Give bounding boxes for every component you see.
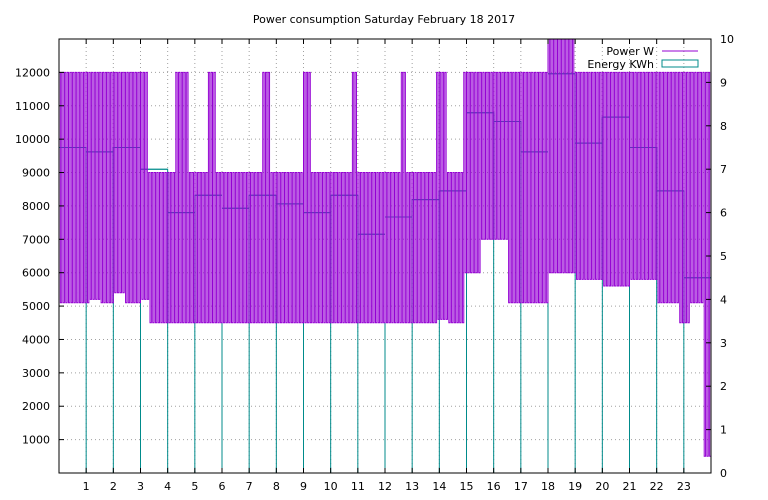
y-left-tick-label: 9000 (22, 167, 50, 180)
power-series (58, 38, 711, 457)
x-tick-label: 15 (460, 480, 474, 493)
x-tick-label: 9 (300, 480, 307, 493)
y-left-tick-label: 11000 (15, 100, 50, 113)
x-tick-label: 8 (273, 480, 280, 493)
power-step-line (58, 38, 711, 457)
x-tick-label: 21 (623, 480, 637, 493)
legend-label-energy: Energy KWh (587, 58, 654, 71)
x-tick-label: 17 (514, 480, 528, 493)
y-left-tick-label: 8000 (22, 200, 50, 213)
y-right-tick-label: 10 (720, 33, 734, 46)
x-tick-label: 11 (351, 480, 365, 493)
y-right-tick-label: 8 (720, 120, 727, 133)
y-left-tick-label: 2000 (22, 400, 50, 413)
y-right-tick-label: 7 (720, 163, 727, 176)
x-tick-label: 22 (650, 480, 664, 493)
y-right-tick-label: 0 (720, 467, 727, 480)
legend: Power W Energy KWh (587, 45, 699, 71)
legend-swatch-energy (661, 59, 699, 68)
legend-label-power: Power W (606, 45, 654, 58)
x-tick-label: 5 (191, 480, 198, 493)
chart-title: Power consumption Saturday February 18 2… (253, 13, 515, 26)
y-left-tick-label: 5000 (22, 300, 50, 313)
x-tick-label: 6 (219, 480, 226, 493)
y-right-tick-label: 2 (720, 380, 727, 393)
y-left-tick-label: 12000 (15, 66, 50, 79)
x-tick-label: 12 (378, 480, 392, 493)
x-tick-label: 3 (137, 480, 144, 493)
y-right-tick-label: 9 (720, 76, 727, 89)
x-tick-label: 16 (487, 480, 501, 493)
y-left-tick-label: 10000 (15, 133, 50, 146)
y-left-tick-label: 7000 (22, 233, 50, 246)
x-tick-label: 7 (246, 480, 253, 493)
x-tick-label: 19 (568, 480, 582, 493)
x-tick-label: 10 (324, 480, 338, 493)
y-right-tick-label: 6 (720, 207, 727, 220)
x-tick-label: 20 (595, 480, 609, 493)
x-tick-label: 13 (405, 480, 419, 493)
x-tick-label: 18 (541, 480, 555, 493)
y-left-tick-label: 3000 (22, 367, 50, 380)
axes: 1 2 3 4 5 6 7 8 9 10 11 12 13 14 15 16 17 18 19 20 21 22 23100… (15, 33, 734, 493)
y-right-tick-label: 3 (720, 337, 727, 350)
x-tick-label: 4 (164, 480, 171, 493)
x-tick-label: 1 (83, 480, 90, 493)
x-tick-label: 2 (110, 480, 117, 493)
y-left-tick-label: 1000 (22, 434, 50, 447)
y-left-tick-label: 6000 (22, 267, 50, 280)
y-left-tick-label: 4000 (22, 333, 50, 346)
x-tick-label: 14 (432, 480, 446, 493)
y-right-tick-label: 1 (720, 424, 727, 437)
y-right-tick-label: 5 (720, 250, 727, 263)
y-right-tick-label: 4 (720, 293, 727, 306)
x-tick-label: 23 (677, 480, 691, 493)
